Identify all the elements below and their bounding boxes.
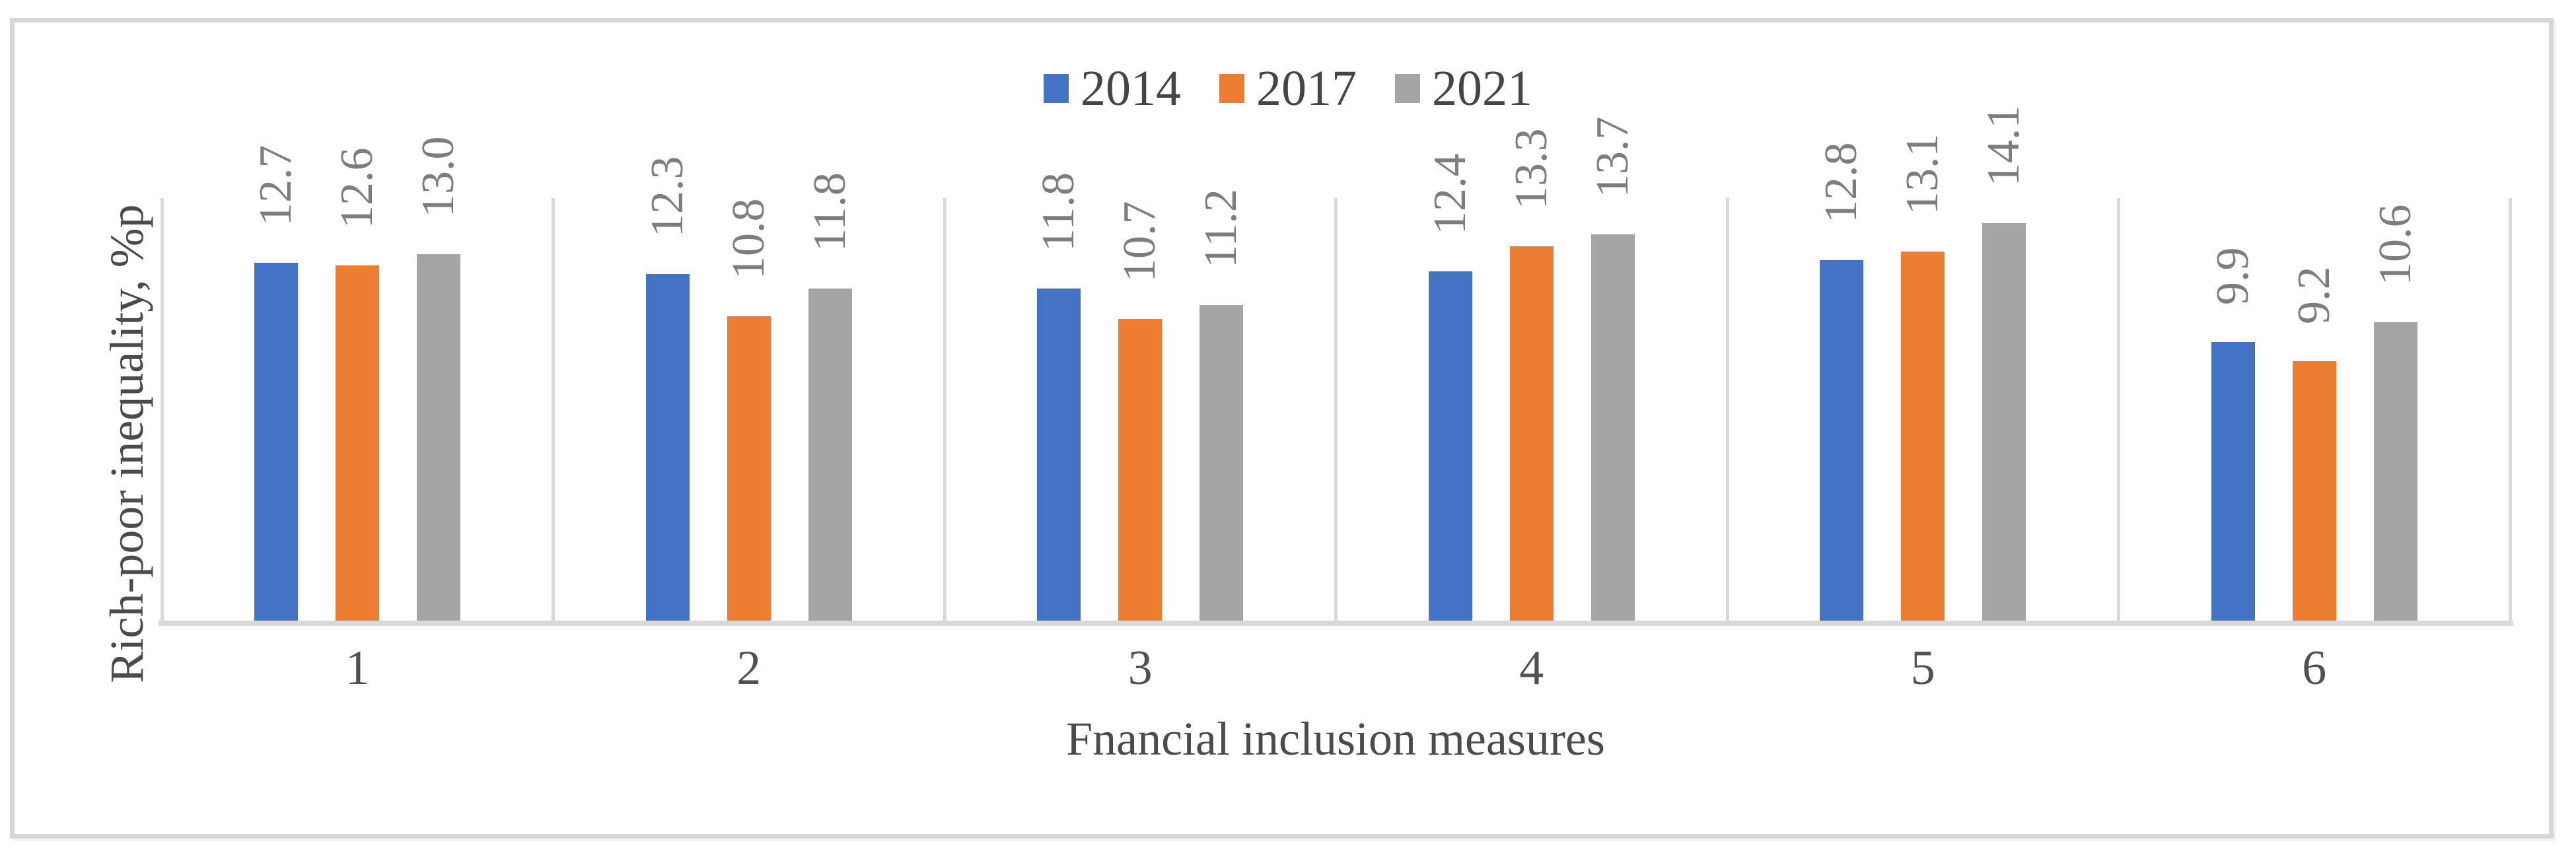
category-separator-line	[1334, 198, 1338, 621]
figure-border-frame	[10, 18, 2554, 838]
bar-2021-cat2	[808, 288, 852, 621]
value-label-2021-cat2: 11.8	[804, 172, 855, 252]
bar-2017-cat6	[2292, 361, 2336, 621]
value-label-2021-cat6: 10.6	[2369, 204, 2421, 285]
value-label-2021-cat4: 13.7	[1587, 116, 1638, 198]
value-label-2017-cat6: 9.2	[2288, 266, 2340, 325]
legend-item-2014: 2014	[1044, 63, 1181, 114]
value-label-2017-cat3: 10.7	[1114, 201, 1166, 283]
legend-label: 2021	[1432, 61, 1532, 116]
category-label-1: 1	[345, 641, 370, 695]
value-label-2021-cat1: 13.0	[413, 136, 464, 218]
value-label-2014-cat3: 11.8	[1033, 172, 1085, 252]
bar-2021-cat4	[1591, 234, 1635, 621]
bar-2021-cat5	[1982, 223, 2026, 621]
category-label-6: 6	[2302, 641, 2327, 695]
legend-swatch-icon	[1395, 74, 1420, 103]
chart-legend: 2014 2017 2021	[0, 63, 2576, 114]
bar-2014-cat2	[645, 274, 690, 621]
bar-2014-cat6	[2211, 341, 2255, 621]
bar-2017-cat2	[727, 316, 771, 621]
value-label-2014-cat1: 12.7	[250, 145, 302, 226]
category-label-4: 4	[1519, 641, 1544, 695]
category-label-3: 3	[1127, 641, 1153, 695]
category-separator-line	[2117, 198, 2120, 621]
value-label-2021-cat5: 14.1	[1978, 105, 2030, 187]
category-label-5: 5	[1910, 641, 1935, 695]
x-axis-title: Fnancial inclusion measures	[1066, 712, 1605, 765]
bar-2021-cat1	[417, 254, 461, 621]
category-separator-line	[1725, 198, 1729, 621]
category-separator-line	[2508, 198, 2512, 621]
bar-2014-cat5	[1820, 259, 1864, 621]
value-label-2014-cat6: 9.9	[2207, 247, 2258, 305]
category-separator-line	[943, 198, 947, 621]
value-label-2014-cat5: 12.8	[1816, 142, 1867, 223]
legend-swatch-icon	[1044, 74, 1069, 103]
value-label-2017-cat5: 13.1	[1897, 133, 1949, 215]
bar-2021-cat6	[2373, 322, 2417, 621]
bar-2014-cat3	[1037, 288, 1081, 621]
legend-swatch-icon	[1219, 74, 1244, 103]
value-label-2017-cat2: 10.8	[723, 198, 774, 280]
legend-label: 2014	[1081, 61, 1181, 116]
legend-item-2017: 2017	[1219, 63, 1357, 114]
value-label-2017-cat4: 13.3	[1505, 128, 1557, 209]
value-label-2014-cat4: 12.4	[1424, 153, 1476, 234]
value-axis-line	[160, 198, 164, 621]
legend-item-2021: 2021	[1395, 63, 1532, 114]
bar-2017-cat5	[1901, 252, 1945, 621]
bar-2017-cat4	[1509, 246, 1554, 621]
bar-2014-cat4	[1428, 271, 1472, 621]
bar-2017-cat3	[1118, 319, 1163, 621]
bar-2021-cat3	[1199, 305, 1244, 621]
bar-2017-cat1	[336, 265, 380, 621]
value-label-2017-cat1: 12.6	[332, 147, 383, 229]
category-label-2: 2	[736, 641, 762, 695]
value-label-2014-cat2: 12.3	[641, 156, 693, 238]
legend-label: 2017	[1256, 61, 1357, 116]
y-axis-title: Rich-poor inequality, %p	[100, 204, 153, 683]
value-label-2021-cat3: 11.2	[1196, 189, 1247, 269]
category-axis-line	[159, 621, 2513, 626]
category-separator-line	[552, 198, 555, 621]
bar-2014-cat1	[254, 263, 299, 621]
